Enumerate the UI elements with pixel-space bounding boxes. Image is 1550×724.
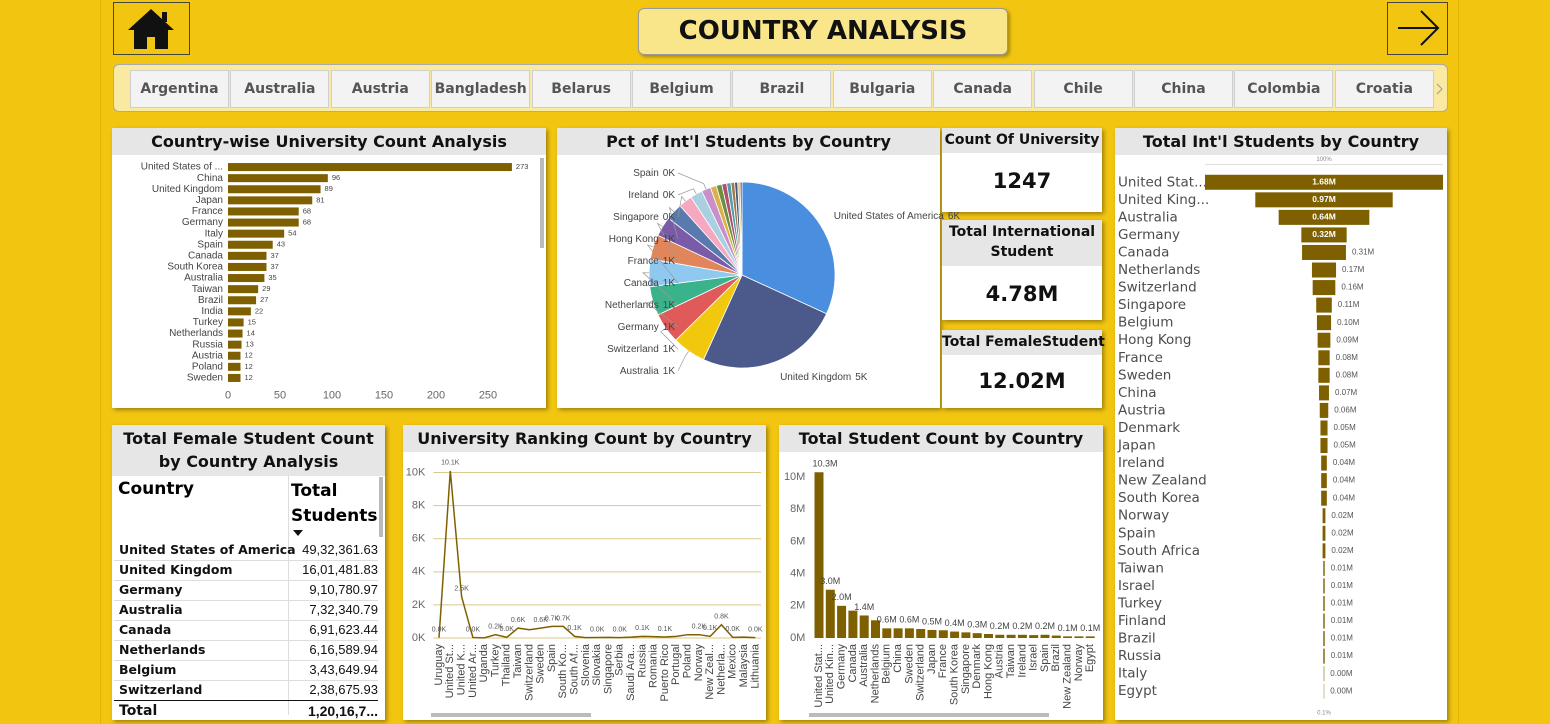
- card-value: 12.02M: [978, 369, 1066, 393]
- home-icon: [128, 9, 174, 49]
- slicer-button[interactable]: Australia: [230, 70, 330, 108]
- country-cell: United States of America: [119, 542, 296, 557]
- table-row: United Kingdom 16,01,481.83: [114, 560, 378, 581]
- card-value: 4.78M: [985, 282, 1059, 306]
- side-line: [1458, 0, 1459, 724]
- country-cell: United Kingdom: [119, 562, 233, 577]
- card: Total FemaleStudent 12.02M: [942, 330, 1105, 408]
- slicer-button[interactable]: Canada: [933, 70, 1033, 108]
- slicer-button[interactable]: Bulgaria: [832, 70, 932, 108]
- slicer-button[interactable]: Belarus: [531, 70, 631, 108]
- card-title: Count Of University: [942, 128, 1102, 153]
- scrollbar[interactable]: [379, 477, 383, 537]
- value-cell: 6,16,589.94: [309, 642, 378, 657]
- value-cell: 2,38,675.93: [309, 682, 378, 697]
- card-title: Total FemaleStudent: [942, 330, 1105, 355]
- chart-title: Total Student Count by Country: [779, 425, 1103, 452]
- slicer-button[interactable]: Brazil: [732, 70, 832, 108]
- sort-icon: [293, 530, 303, 536]
- card-value: 1247: [992, 169, 1052, 193]
- table-row: Australia 7,32,340.79: [114, 600, 378, 621]
- table-row: United States of America 49,32,361.63: [114, 540, 378, 561]
- card-title: Total International Student: [942, 220, 1102, 266]
- value-cell: 7,32,340.79: [309, 602, 378, 617]
- arrow-icon: [1398, 10, 1440, 46]
- slicer-button[interactable]: Bangladesh: [431, 70, 531, 108]
- chart-title: University Ranking Count by Country: [403, 425, 766, 452]
- table-panel: Total Female Student Count by Country An…: [112, 425, 385, 720]
- card: Total International Student 4.78M: [942, 220, 1102, 320]
- panel: Country-wise University Count Analysis: [112, 128, 546, 408]
- scrollbar[interactable]: [540, 158, 544, 248]
- value-cell: 49,32,361.63: [302, 542, 378, 557]
- home-button[interactable]: [113, 2, 190, 55]
- table-title: Total Female Student Count by Country An…: [112, 425, 385, 476]
- table-row: Netherlands 6,16,589.94: [114, 640, 378, 661]
- scrollbar[interactable]: [809, 713, 1049, 717]
- chart-title: Total Int'l Students by Country: [1115, 128, 1447, 155]
- value-cell: 9,10,780.97: [309, 582, 378, 597]
- table-row: Belgium 3,43,649.94: [114, 660, 378, 681]
- slicer-scroll[interactable]: [1435, 81, 1445, 97]
- column-header[interactable]: Country: [118, 479, 194, 499]
- table-row: Canada 6,91,623.44: [114, 620, 378, 641]
- country-cell: Australia: [119, 602, 183, 617]
- table-body: United States of America 49,32,361.63 Unit…: [114, 540, 380, 720]
- panel: Total Student Count by Country: [779, 425, 1103, 720]
- slicer-button[interactable]: Croatia: [1334, 70, 1434, 108]
- table-row: Switzerland 2,38,675.93: [114, 680, 378, 701]
- slicer-button[interactable]: Colombia: [1234, 70, 1334, 108]
- side-line: [100, 0, 101, 724]
- total-value: 1,20,16,7...: [307, 703, 378, 719]
- value-cell: 3,43,649.94: [309, 662, 378, 677]
- table-row: Germany 9,10,780.97: [114, 580, 378, 601]
- panel: Pct of Int'l Students by Country: [557, 128, 940, 408]
- total-label: Total: [119, 703, 158, 719]
- next-button[interactable]: [1387, 2, 1448, 55]
- column-divider: [288, 475, 289, 715]
- slicer-button[interactable]: Austria: [330, 70, 430, 108]
- chart-title: Pct of Int'l Students by Country: [557, 128, 940, 155]
- country-cell: Canada: [119, 622, 172, 637]
- country-cell: Netherlands: [119, 642, 206, 657]
- page-title: COUNTRY ANALYSIS: [638, 8, 1008, 55]
- value-cell: 6,91,623.44: [309, 622, 378, 637]
- chart-title: Country-wise University Count Analysis: [112, 128, 546, 155]
- card: Count Of University 1247: [942, 128, 1102, 212]
- panel: Total Int'l Students by Country: [1115, 128, 1447, 720]
- slicer-button[interactable]: Chile: [1033, 70, 1133, 108]
- column-header[interactable]: Total Students: [291, 481, 378, 526]
- country-cell: Germany: [119, 582, 183, 597]
- scrollbar[interactable]: [431, 713, 591, 717]
- slicer-button[interactable]: China: [1134, 70, 1233, 108]
- value-cell: 16,01,481.83: [302, 562, 378, 577]
- country-cell: Switzerland: [119, 682, 203, 697]
- slicer-button[interactable]: Belgium: [632, 70, 731, 108]
- country-cell: Belgium: [119, 662, 177, 677]
- total-row: Total 1,20,16,7...: [114, 700, 378, 721]
- slicer-button[interactable]: Argentina: [130, 70, 229, 108]
- panel: University Ranking Count by Country: [403, 425, 766, 720]
